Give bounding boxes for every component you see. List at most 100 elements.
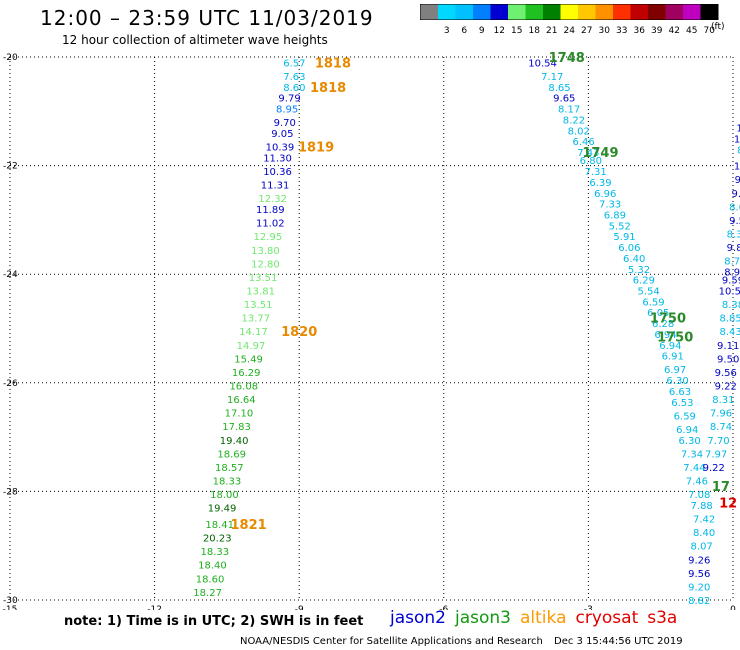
wave-height-point: 7.97 [705,449,727,460]
wave-height-point: 6.96 [594,189,616,200]
wave-height-point: 8.38 [722,300,740,311]
wave-height-point: 8.85 [719,314,740,325]
wave-height-point: 7.33 [599,200,621,211]
wave-height-point: 8.02 [568,126,590,137]
x-tick-label: -3 [584,605,593,610]
satellite-legend: jason2 jason3 altika cryosat s3a [390,608,686,628]
wave-height-point: 12.32 [258,194,287,205]
wave-height-point: 10.8 [734,134,740,145]
wave-height-point: 9.55 [729,216,740,227]
wave-height-point: 9.14 [732,189,740,200]
wave-height-point: 9.56 [715,368,737,379]
wave-height-point: 18.33 [201,547,230,558]
time-label: 12 [719,496,737,511]
chart-title: 12:00 – 23:59 UTC 11/03/2019 [40,6,374,30]
time-label: 1750 [657,331,693,346]
wave-height-point: 18.00 [210,490,239,501]
wave-height-point: 7.88 [691,501,713,512]
x-tick-label: -12 [147,605,162,610]
color-scale-label: 36 [634,26,646,36]
wave-height-point: 19.40 [220,436,249,447]
wave-height-point: 7.08 [688,490,710,501]
satellite-legend-item: cryosat [575,608,639,628]
wave-height-point: 6.53 [671,398,693,409]
wave-height-point: 7.63 [283,72,305,83]
color-scale-swatch [665,4,683,20]
wave-height-point: 8.1 [737,145,740,156]
wave-height-point: 6.28 [652,319,674,330]
wave-height-point: 6.57 [283,58,305,69]
y-tick-label: -22 [3,162,18,172]
wave-height-point: 16.08 [229,382,258,393]
wave-height-point: 8.63 [729,202,740,213]
color-scale-swatch [560,4,578,20]
wave-height-point: 11.4 [736,124,740,135]
wave-height-point: 6.46 [572,137,594,148]
wave-height-point: 6.30 [678,436,700,447]
wave-height-point: 6.94 [676,425,698,436]
wave-height-point: 14.17 [239,327,268,338]
wave-height-point: 12.95 [254,232,283,243]
x-tick-label: -15 [3,605,18,610]
timestamp-text: Dec 3 15:44:56 UTC 2019 [554,636,683,647]
wave-height-point: 18.33 [213,477,242,488]
y-tick-label: -28 [3,487,18,497]
wave-height-point: 13.51 [249,273,278,284]
wave-height-point: 6.05 [647,308,669,319]
credit-text: NOAA/NESDIS Center for Satellite Applica… [240,636,543,647]
color-scale-label: 24 [564,26,576,36]
satellite-legend-item: jason3 [455,608,511,628]
wave-height-point: 9.22 [715,382,737,393]
wave-height-point: 13.80 [251,246,280,257]
wave-height-point: 6.94 [654,330,676,341]
wave-height-point: 16.64 [227,395,256,406]
wave-height-point: 8.31 [712,395,734,406]
satellite-legend-item: s3a [647,608,678,628]
wave-height-point: 18.57 [215,463,244,474]
wave-height-point: 7.44 [683,463,705,474]
footer-note: note: 1) Time is in UTC; 2) SWH is in fe… [64,614,364,629]
wave-height-point: 6.59 [642,297,664,308]
wave-height-point: 10.39 [266,143,295,154]
x-tick-label: -6 [439,605,448,610]
time-label: 1820 [281,325,317,340]
wave-height-point: 6.91 [662,352,684,363]
x-tick-label: -9 [295,605,304,610]
wave-height-point: 16.29 [232,368,261,379]
time-label: 1750 [650,312,686,327]
satellite-legend-item: jason2 [390,608,446,628]
wave-height-point: 9.59 [722,276,740,287]
wave-height-point: 9.11 [717,341,739,352]
color-scale-label: 6 [461,26,467,36]
wave-height-point: 11.31 [261,181,290,192]
wave-height-point: 18.40 [198,561,227,572]
time-label: 1749 [582,146,618,161]
color-scale-swatch [508,4,526,20]
wave-height-point: 9.56 [688,569,710,580]
wave-height-point: 8.82 [688,596,710,607]
time-label: 1818 [315,56,351,71]
color-scale-swatch [490,4,508,20]
wave-height-point: 9.70 [274,118,296,129]
color-scale-swatch [683,4,701,20]
color-scale-label: 70 [704,26,716,36]
wave-height-point: 18.41 [205,520,234,531]
color-scale-swatch [613,4,631,20]
y-tick-label: -26 [3,379,18,389]
wave-height-point: 8.07 [691,542,713,553]
wave-height-point: 6.97 [664,365,686,376]
y-tick-label: -30 [3,596,18,606]
wave-height-point: 11.30 [263,153,292,164]
color-scale-label: 27 [581,26,592,36]
time-label: 1819 [298,141,334,156]
color-scale-swatch [420,4,438,20]
color-scale-label: 42 [669,26,680,36]
wave-height-point: 9.79 [278,94,300,105]
wave-height-point: 5.54 [638,286,660,297]
color-scale-label: 21 [546,26,557,36]
wave-height-point: 7.70 [707,436,729,447]
color-scale-swatch [595,4,613,20]
wave-height-point: 11.89 [256,205,285,216]
wave-height-point: 8.95 [276,105,298,116]
y-tick-label: -24 [3,270,18,280]
